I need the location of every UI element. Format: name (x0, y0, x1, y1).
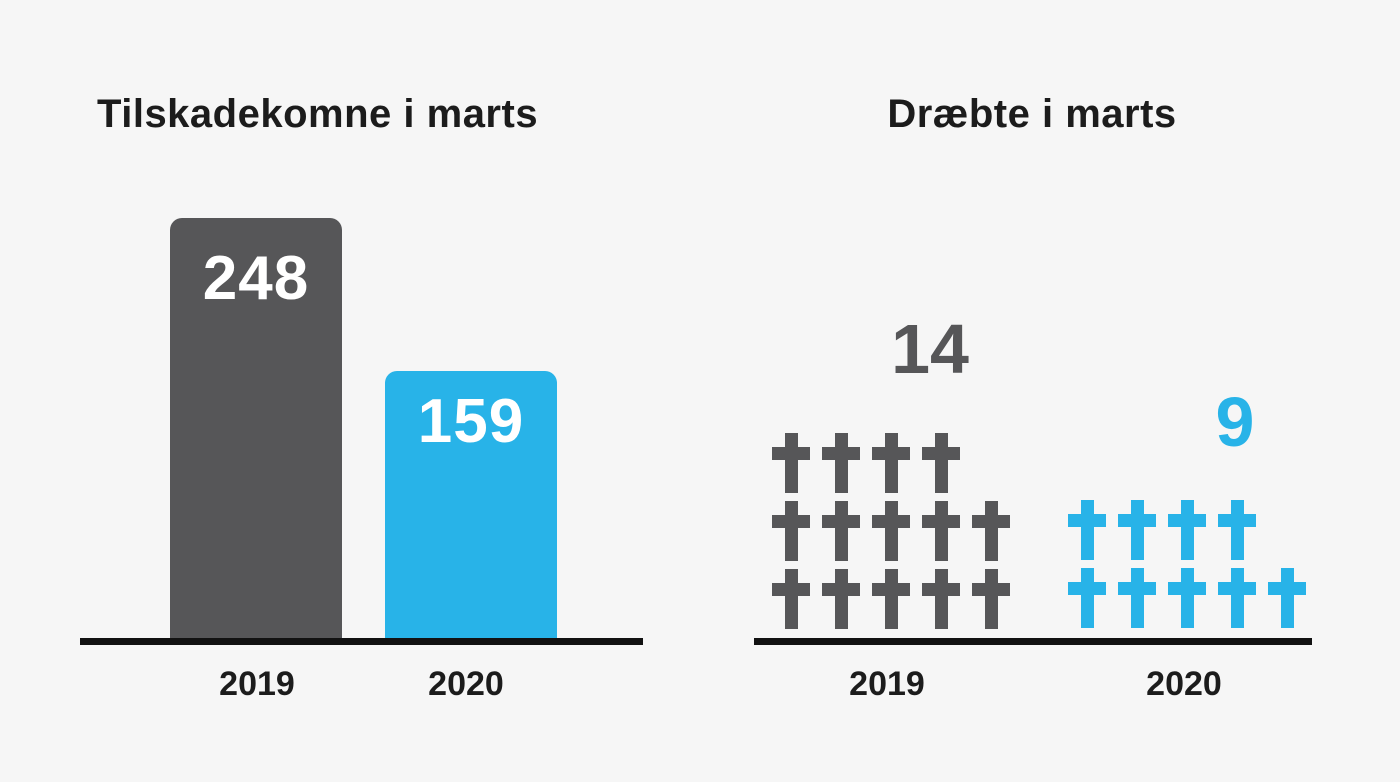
cross-row (772, 433, 1010, 493)
latin-cross-icon (1268, 568, 1306, 628)
cross-row (1068, 568, 1306, 628)
bar-2019: 248 (170, 218, 342, 643)
bar-value-2020: 159 (417, 387, 525, 456)
bar-value-2019: 248 (202, 244, 310, 313)
latin-cross-icon (872, 569, 910, 629)
right-axis-label-2020: 2020 (1146, 665, 1222, 703)
latin-cross-icon (1218, 568, 1256, 628)
latin-cross-icon (922, 501, 960, 561)
latin-cross-icon (922, 569, 960, 629)
left-axis-label-2020: 2020 (428, 665, 504, 703)
latin-cross-icon (822, 569, 860, 629)
left-chart-title: Tilskadekomne i marts (97, 92, 539, 136)
latin-cross-icon (1118, 568, 1156, 628)
left-axis-label-2019: 2019 (219, 665, 295, 703)
latin-cross-icon (1218, 500, 1256, 560)
cross-row (772, 569, 1010, 629)
latin-cross-icon (772, 433, 810, 493)
cross-grid-2020 (1068, 500, 1306, 628)
latin-cross-icon (822, 433, 860, 493)
latin-cross-icon (1168, 568, 1206, 628)
left-axis-baseline (80, 638, 643, 645)
latin-cross-icon (872, 433, 910, 493)
right-axis-baseline (754, 638, 1312, 645)
latin-cross-icon (1068, 568, 1106, 628)
cross-row (1068, 500, 1306, 560)
latin-cross-icon (822, 501, 860, 561)
pictogram-value-2020: 9 (1215, 383, 1255, 461)
latin-cross-icon (922, 433, 960, 493)
latin-cross-icon (1068, 500, 1106, 560)
pictogram-value-2019: 14 (891, 310, 969, 388)
latin-cross-icon (972, 569, 1010, 629)
latin-cross-icon (872, 501, 910, 561)
latin-cross-icon (1118, 500, 1156, 560)
bar-2020: 159 (385, 371, 557, 643)
cross-row (772, 501, 1010, 561)
cross-grid-2019 (772, 433, 1010, 629)
latin-cross-icon (972, 501, 1010, 561)
right-chart-title: Dræbte i marts (887, 92, 1177, 136)
latin-cross-icon (1168, 500, 1206, 560)
latin-cross-icon (772, 569, 810, 629)
right-axis-label-2019: 2019 (849, 665, 925, 703)
latin-cross-icon (772, 501, 810, 561)
